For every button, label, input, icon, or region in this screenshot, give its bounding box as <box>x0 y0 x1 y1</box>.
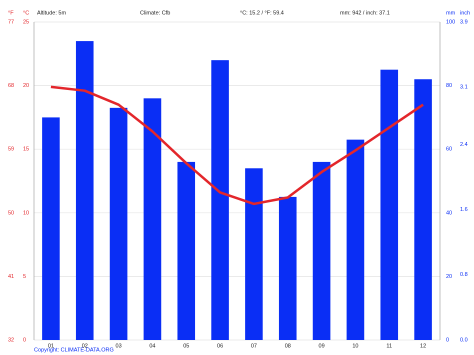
f-axis-title: °F <box>8 10 14 16</box>
altitude: Altitude: 5m <box>37 10 66 16</box>
yfticks-label: 68 <box>8 83 14 89</box>
y2ticks-label: 0 <box>446 337 449 343</box>
y2inchticks-label: 1.6 <box>460 207 468 213</box>
bar <box>42 117 60 341</box>
bar <box>143 98 162 340</box>
bar <box>211 60 229 340</box>
yfticks-label: 59 <box>8 147 14 153</box>
yticks-label: 20 <box>23 83 29 89</box>
yticks-label: 10 <box>23 210 29 216</box>
x-tick-label: 11 <box>386 343 392 349</box>
climate: Climate: Cfb <box>140 10 170 16</box>
x-tick-label: 08 <box>285 343 291 349</box>
x-tick-label: 12 <box>420 343 426 349</box>
yfticks-label: 41 <box>8 274 14 280</box>
x-tick-label: 10 <box>352 343 358 349</box>
mm-axis-title: mm <box>446 10 456 16</box>
temperature-line <box>50 85 424 206</box>
x-tick-label: 06 <box>217 343 223 349</box>
c-axis-title: °C <box>23 10 29 16</box>
x-tick-label: 07 <box>251 343 257 349</box>
yfticks-label: 77 <box>8 19 14 25</box>
bar <box>414 79 432 341</box>
y2inchticks-label: 3.9 <box>460 19 468 25</box>
yticks-label: 0 <box>23 337 26 343</box>
yfticks-label: 50 <box>8 210 14 216</box>
x-tick-label: 05 <box>183 343 189 349</box>
x-tick-label: 01 <box>48 343 54 349</box>
bar <box>109 107 128 340</box>
x-tick-label: 09 <box>319 343 325 349</box>
bar <box>278 196 297 340</box>
y2inchticks-label: 3.1 <box>460 85 468 91</box>
bar <box>177 161 196 340</box>
yfticks-label: 32 <box>8 337 14 343</box>
inch-axis-title: inch <box>460 10 470 16</box>
x-tick-label: 03 <box>116 343 122 349</box>
bar <box>380 69 399 340</box>
precip-total: mm: 942 / inch: 37.1 <box>340 10 390 16</box>
temp-mean: °C: 15.2 / °F: 59.4 <box>240 10 284 16</box>
bar <box>75 41 94 340</box>
y2ticks-label: 40 <box>446 210 452 216</box>
bar <box>346 139 365 340</box>
y2inchticks-label: 0.0 <box>460 337 468 343</box>
x-tick-label: 02 <box>82 343 88 349</box>
yticks-label: 15 <box>23 147 29 153</box>
bar <box>245 168 263 340</box>
x-tick-label: 04 <box>149 343 155 349</box>
copyright: Copyright: CLIMATE-DATA.ORG <box>34 347 114 353</box>
y2ticks-label: 20 <box>446 274 452 280</box>
y2inchticks-label: 0.8 <box>460 272 468 278</box>
bar <box>312 161 331 340</box>
yticks-label: 5 <box>23 274 26 280</box>
y2ticks-label: 60 <box>446 147 452 153</box>
y2ticks-label: 100 <box>446 19 455 25</box>
y2inchticks-label: 2.4 <box>460 142 468 148</box>
y2ticks-label: 80 <box>446 83 452 89</box>
yticks-label: 25 <box>23 19 29 25</box>
